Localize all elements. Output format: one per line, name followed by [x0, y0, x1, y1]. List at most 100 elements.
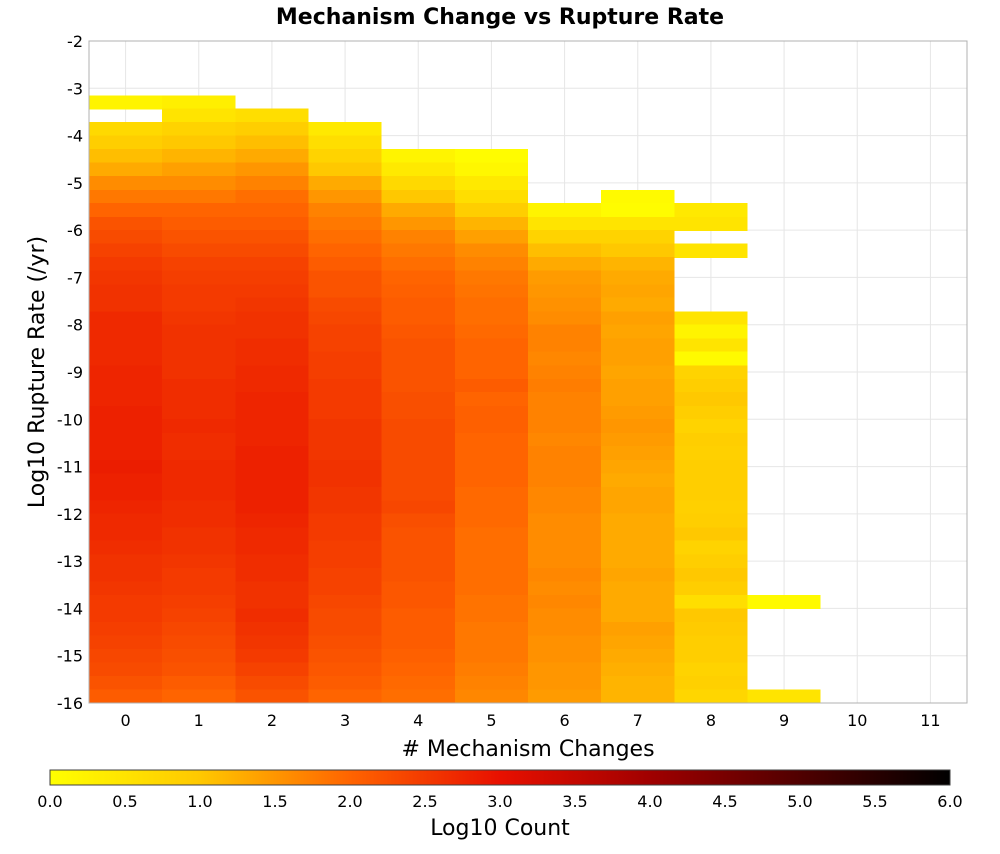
y-tick-label: -10	[57, 410, 83, 429]
heatmap-cell	[528, 338, 602, 353]
heatmap-cell	[89, 608, 163, 623]
heatmap-cell	[89, 459, 163, 474]
heatmap-cell	[674, 675, 748, 691]
heatmap-cell	[674, 432, 748, 447]
heatmap-cell	[89, 324, 163, 339]
heatmap-cell	[381, 311, 455, 326]
heatmap-cell	[308, 432, 382, 447]
heatmap-cell	[235, 500, 309, 515]
heatmap-cell	[89, 256, 163, 272]
heatmap-cell	[454, 284, 528, 299]
heatmap-cell	[162, 554, 236, 569]
heatmap-cell	[89, 473, 163, 488]
heatmap-cell	[162, 392, 236, 407]
heatmap-cell	[162, 500, 236, 515]
heatmap-cell	[89, 135, 163, 150]
heatmap-cell	[235, 135, 309, 150]
heatmap-cell	[308, 419, 382, 434]
y-tick-label: -14	[57, 599, 83, 618]
heatmap-cell	[162, 311, 236, 326]
x-axis-label: # Mechanism Changes	[401, 737, 654, 762]
colorbar-tick-label: 0.5	[112, 792, 137, 811]
heatmap-cell	[89, 540, 163, 555]
heatmap-cell	[601, 230, 675, 245]
heatmap-cell	[747, 595, 821, 610]
y-axis-label: Log10 Rupture Rate (/yr)	[25, 236, 50, 508]
heatmap-cell	[601, 675, 675, 691]
heatmap-cell	[235, 554, 309, 569]
heatmap-cell	[308, 608, 382, 623]
heatmap-cell	[235, 176, 309, 191]
heatmap-cell	[381, 622, 455, 637]
y-tick-label: -11	[57, 458, 83, 477]
x-tick-label: 4	[413, 711, 423, 730]
heatmap-cell	[528, 608, 602, 623]
heatmap-cell	[381, 324, 455, 339]
y-tick-label: -5	[67, 174, 83, 193]
heatmap-cell	[235, 338, 309, 353]
heatmap-cell	[162, 568, 236, 583]
colorbar-tick-label: 5.5	[862, 792, 887, 811]
heatmap-cell	[674, 311, 748, 326]
heatmap-cell	[601, 513, 675, 528]
heatmap-cell	[674, 405, 748, 421]
heatmap-cell	[528, 459, 602, 474]
heatmap-cell	[601, 216, 675, 231]
heatmap-cell	[601, 446, 675, 461]
heatmap-cell	[381, 149, 455, 164]
heatmap-cell	[89, 446, 163, 461]
heatmap-cell	[308, 405, 382, 421]
heatmap-cell	[89, 635, 163, 650]
heatmap-cell	[308, 324, 382, 339]
heatmap-cell	[674, 419, 748, 434]
heatmap-cell	[528, 540, 602, 555]
heatmap-cell	[454, 324, 528, 339]
heatmap-cell	[162, 216, 236, 231]
heatmap-cell	[528, 473, 602, 488]
heatmap-cells	[89, 95, 894, 703]
colorbar-tick-label: 5.0	[787, 792, 812, 811]
heatmap-cell	[235, 459, 309, 474]
heatmap-cell	[601, 473, 675, 488]
heatmap-cell	[674, 243, 748, 258]
heatmap-cell	[235, 527, 309, 542]
y-tick-label: -16	[57, 694, 83, 713]
heatmap-cell	[528, 432, 602, 447]
heatmap-cell	[528, 500, 602, 515]
heatmap-cell	[162, 648, 236, 664]
heatmap-cell	[601, 527, 675, 542]
heatmap-cell	[308, 635, 382, 650]
heatmap-cell	[162, 459, 236, 474]
heatmap-cell	[528, 203, 602, 218]
x-tick-label: 0	[120, 711, 130, 730]
heatmap-cell	[601, 608, 675, 623]
heatmap-cell	[601, 405, 675, 421]
heatmap-cell	[162, 270, 236, 285]
x-tick-label: 7	[633, 711, 643, 730]
heatmap-cell	[308, 122, 382, 137]
x-tick-label: 5	[486, 711, 496, 730]
heatmap-cell	[454, 689, 528, 703]
heatmap-cell	[308, 622, 382, 637]
x-tick-label: 1	[194, 711, 204, 730]
heatmap-cell	[89, 338, 163, 353]
heatmap-cell	[454, 648, 528, 664]
heatmap-cell	[89, 95, 163, 110]
heatmap-cell	[601, 581, 675, 596]
heatmap-cell	[162, 135, 236, 150]
heatmap-cell	[308, 243, 382, 258]
heatmap-cell	[674, 554, 748, 569]
heatmap-cell	[89, 405, 163, 421]
heatmap-cell	[674, 513, 748, 528]
heatmap-cell	[162, 419, 236, 434]
colorbar-label: Log10 Count	[430, 816, 570, 841]
heatmap-cell	[528, 324, 602, 339]
x-tick-label: 10	[847, 711, 867, 730]
heatmap-cell	[235, 189, 309, 204]
heatmap-cell	[381, 689, 455, 703]
heatmap-cell	[601, 392, 675, 407]
heatmap-cell	[528, 392, 602, 407]
heatmap-cell	[381, 365, 455, 380]
heatmap-cell	[454, 419, 528, 434]
heatmap-cell	[381, 581, 455, 596]
